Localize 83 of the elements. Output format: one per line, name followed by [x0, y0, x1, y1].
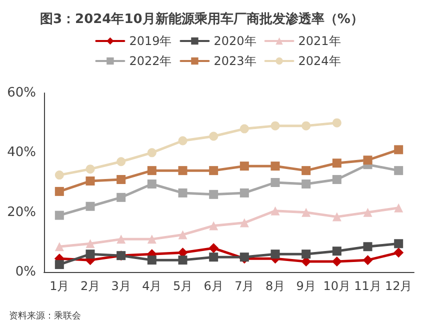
chart-title: 图3：2024年10月新能源乘用车厂商批发渗透率（%）: [40, 11, 364, 27]
point: [116, 234, 126, 244]
point: [332, 212, 342, 222]
point: [86, 239, 95, 248]
point: [209, 221, 218, 230]
point: [147, 166, 156, 176]
x-tick-label: 4月: [142, 279, 162, 293]
point: [302, 166, 311, 176]
point: [116, 192, 126, 202]
y-tick-label: 20%: [7, 204, 36, 220]
point: [240, 162, 249, 171]
point: [54, 260, 64, 270]
point: [147, 179, 156, 188]
point: [332, 175, 342, 184]
point: [54, 186, 64, 196]
point: [178, 230, 188, 240]
point: [332, 246, 342, 256]
point: [209, 252, 218, 262]
point: [116, 157, 126, 166]
point: [332, 256, 342, 267]
point: [86, 202, 95, 211]
legend-label: 2021年: [298, 34, 341, 48]
point: [209, 190, 218, 199]
point: [147, 234, 156, 244]
x-tick-label: 3月: [111, 279, 131, 293]
point: [116, 175, 126, 184]
point: [270, 178, 280, 187]
point: [394, 203, 404, 212]
x-tick-label: 9月: [296, 279, 316, 293]
point: [147, 256, 156, 265]
x-tick-label: 8月: [265, 279, 286, 293]
legend-label: 2020年: [214, 34, 256, 48]
point: [302, 250, 311, 259]
y-tick-label: 60%: [7, 86, 36, 100]
x-tick-label: 1月: [50, 279, 70, 293]
y-tick-label: 0%: [15, 264, 36, 280]
point: [178, 136, 188, 146]
point: [270, 250, 280, 259]
point: [86, 164, 95, 174]
point: [240, 188, 249, 198]
point: [147, 148, 156, 158]
legend-label: 2024年: [298, 54, 341, 68]
point: [362, 255, 373, 266]
legend-label: 2023年: [214, 54, 256, 68]
point: [270, 121, 280, 130]
point: [302, 208, 311, 217]
point: [54, 242, 64, 252]
point: [240, 124, 249, 134]
point: [240, 218, 249, 228]
x-tick-label: 2月: [80, 279, 100, 293]
point: [363, 242, 372, 252]
point: [178, 256, 188, 265]
point: [394, 166, 404, 176]
text: 资料来源：乘联会: [9, 310, 81, 322]
point: [178, 166, 188, 176]
point: [394, 239, 404, 248]
point: [394, 248, 404, 258]
x-tick-label: 10月: [323, 279, 351, 293]
legend-label: 2022年: [129, 54, 172, 68]
point: [332, 158, 342, 168]
point: [54, 170, 64, 180]
x-tick-label: 12月: [384, 279, 412, 293]
x-tick-label: 7月: [234, 279, 254, 293]
x-tick-label: 11月: [354, 279, 382, 293]
point: [394, 145, 404, 154]
point: [302, 121, 311, 130]
point: [302, 179, 311, 188]
y-tick-label: 40%: [7, 145, 36, 160]
x-tick-label: 5月: [172, 279, 193, 293]
point: [209, 132, 218, 141]
point: [332, 118, 342, 128]
point: [270, 162, 280, 171]
x-tick-label: 6月: [204, 279, 224, 293]
point: [54, 210, 64, 220]
legend-label: 2019年: [129, 34, 172, 48]
point: [363, 156, 372, 165]
point: [209, 166, 218, 176]
point: [208, 243, 219, 254]
point: [86, 176, 95, 186]
point: [86, 250, 95, 259]
point: [363, 208, 372, 217]
point: [270, 206, 280, 216]
point: [178, 188, 188, 198]
